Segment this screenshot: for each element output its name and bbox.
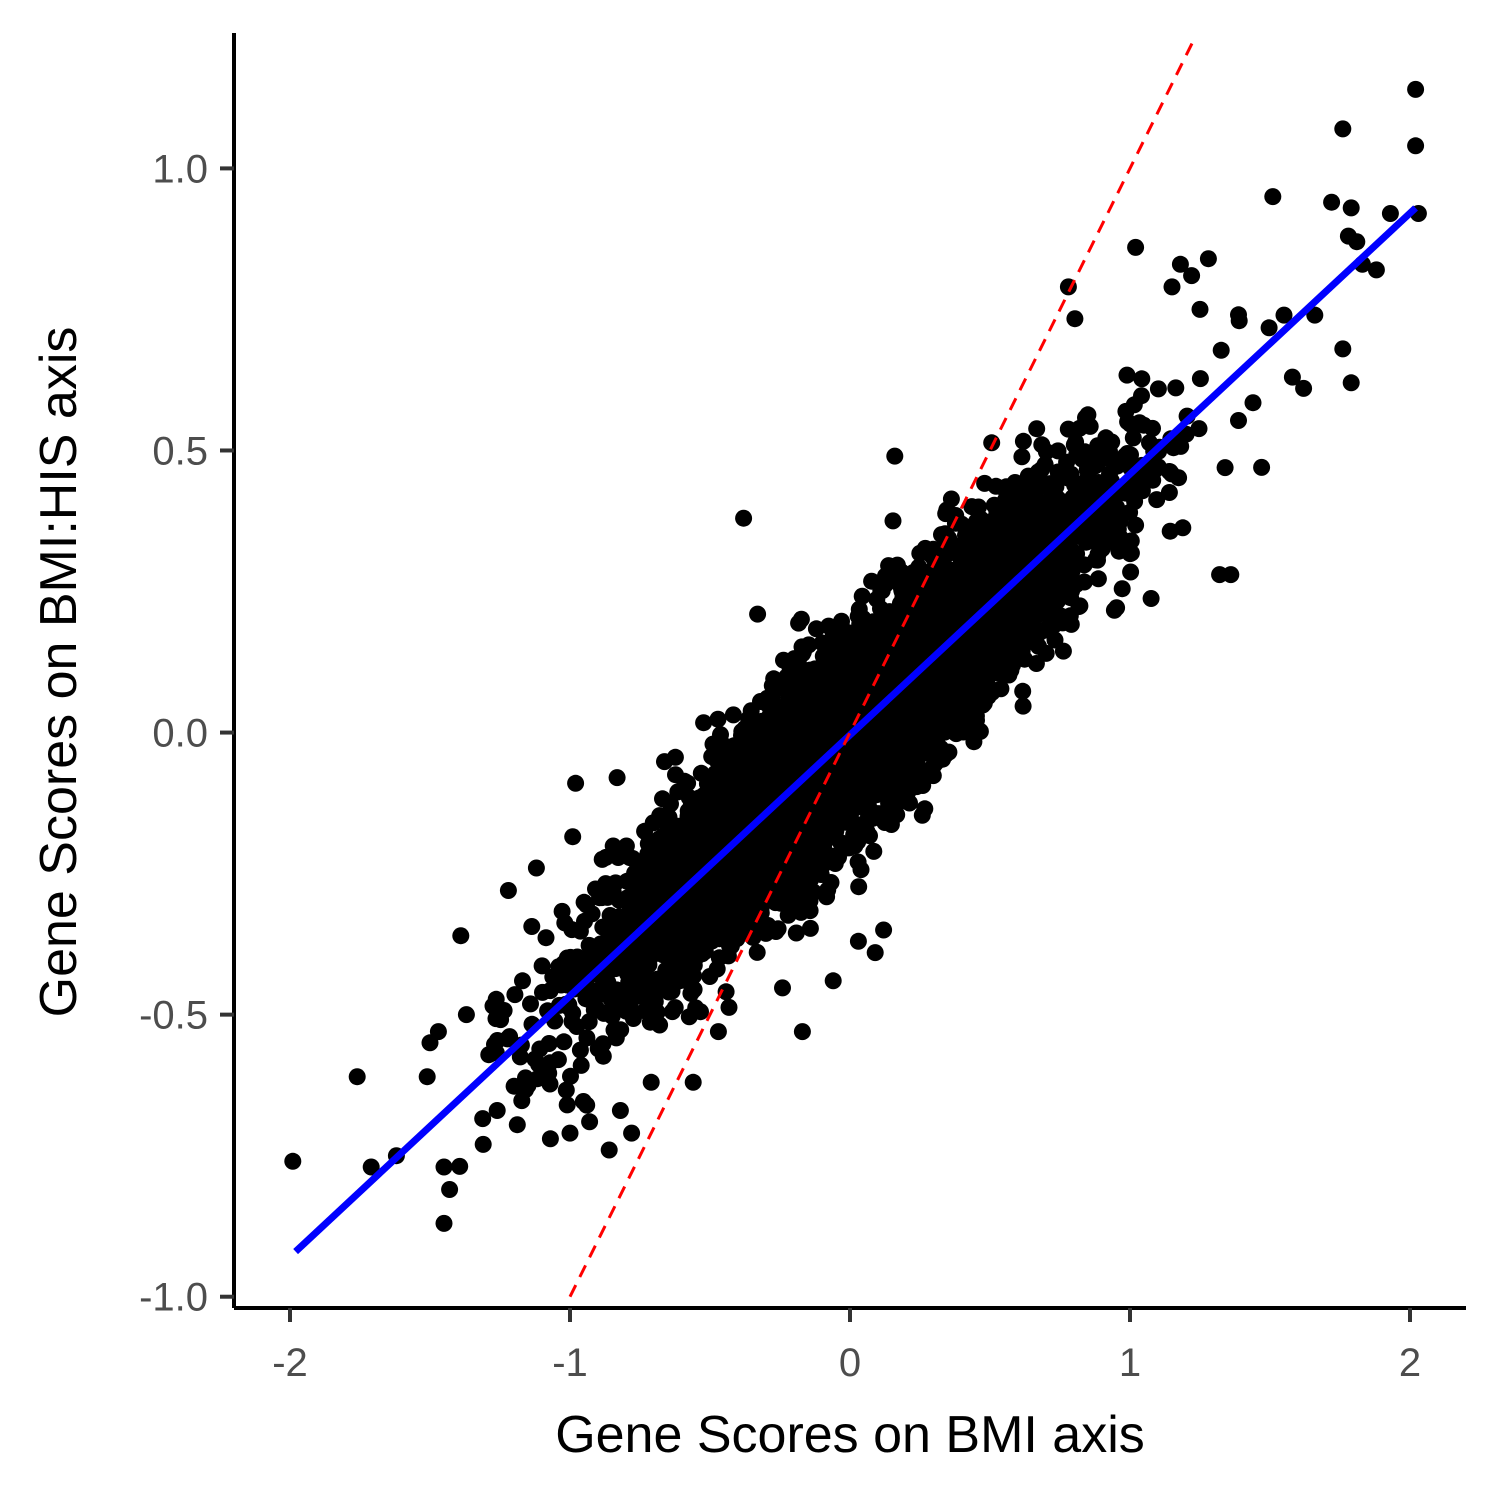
data-point [970, 498, 987, 516]
data-point [648, 974, 666, 992]
data-point [1028, 420, 1046, 438]
data-point [537, 929, 555, 947]
data-point [846, 837, 864, 855]
data-point [544, 968, 562, 986]
data-point [1191, 370, 1209, 388]
data-point [1122, 563, 1140, 581]
data-point [1144, 419, 1161, 437]
data-point [651, 1016, 669, 1034]
data-point [779, 906, 797, 924]
data-point [965, 733, 983, 751]
data-point [888, 806, 906, 824]
data-point [968, 711, 985, 729]
data-point [506, 986, 524, 1004]
data-point [1260, 319, 1278, 337]
data-point [636, 822, 654, 840]
data-point [590, 1039, 608, 1057]
data-point [608, 769, 626, 787]
data-point [1108, 599, 1126, 617]
data-point [1127, 516, 1145, 534]
data-point [1033, 436, 1051, 454]
data-point [523, 918, 541, 935]
data-point [724, 706, 742, 724]
data-point [508, 1116, 526, 1134]
data-point [787, 924, 805, 942]
data-point [1037, 589, 1055, 606]
data-point [818, 888, 836, 906]
data-point [541, 982, 559, 1000]
data-point [801, 661, 819, 679]
data-point [666, 999, 684, 1017]
data-point [517, 1081, 534, 1099]
data-point [517, 1069, 534, 1087]
data-point [853, 587, 871, 605]
data-point [1027, 655, 1045, 672]
data-point [1126, 493, 1144, 510]
data-point [1049, 442, 1067, 460]
data-point [884, 512, 902, 530]
data-point [850, 878, 868, 896]
data-point [578, 1096, 596, 1114]
data-point [861, 827, 878, 845]
data-point [578, 896, 595, 914]
data-point [792, 610, 810, 628]
data-point [1054, 642, 1072, 660]
data-point [587, 880, 604, 898]
data-point [1101, 465, 1118, 483]
data-point [492, 1011, 510, 1029]
data-point [807, 620, 825, 638]
data-point [1133, 370, 1151, 388]
data-point [928, 561, 946, 579]
data-point [451, 1157, 469, 1175]
data-point [774, 979, 791, 997]
data-point [913, 806, 931, 824]
data-point [514, 972, 531, 990]
data-point [1118, 366, 1136, 384]
data-point [1161, 463, 1179, 481]
data-point [797, 860, 815, 878]
data-point [1032, 461, 1050, 479]
data-point [927, 541, 944, 559]
data-point [801, 919, 819, 937]
data-point [1244, 394, 1262, 412]
data-point [557, 1081, 575, 1099]
data-point [1149, 380, 1167, 398]
data-point [1230, 412, 1247, 429]
data-point [562, 1067, 579, 1085]
data-point [1124, 429, 1142, 447]
data-point [717, 983, 735, 1001]
data-point [604, 837, 622, 855]
data-point [533, 957, 551, 975]
data-point [577, 990, 595, 1008]
data-point [1174, 519, 1192, 537]
data-point [1142, 590, 1160, 607]
data-point [1089, 570, 1107, 588]
data-point [612, 1021, 630, 1039]
data-point [555, 1033, 573, 1051]
data-point [748, 943, 766, 961]
data-point [709, 710, 727, 728]
data-point [1059, 420, 1077, 438]
data-point [540, 1035, 558, 1052]
data-point [695, 714, 713, 732]
data-point [1216, 459, 1234, 477]
data-point [593, 850, 611, 868]
data-point [1125, 396, 1143, 414]
data-point [1190, 420, 1208, 438]
data-point [1212, 341, 1230, 359]
data-point [1148, 491, 1166, 509]
data-point [865, 842, 883, 860]
data-point [720, 998, 738, 1016]
